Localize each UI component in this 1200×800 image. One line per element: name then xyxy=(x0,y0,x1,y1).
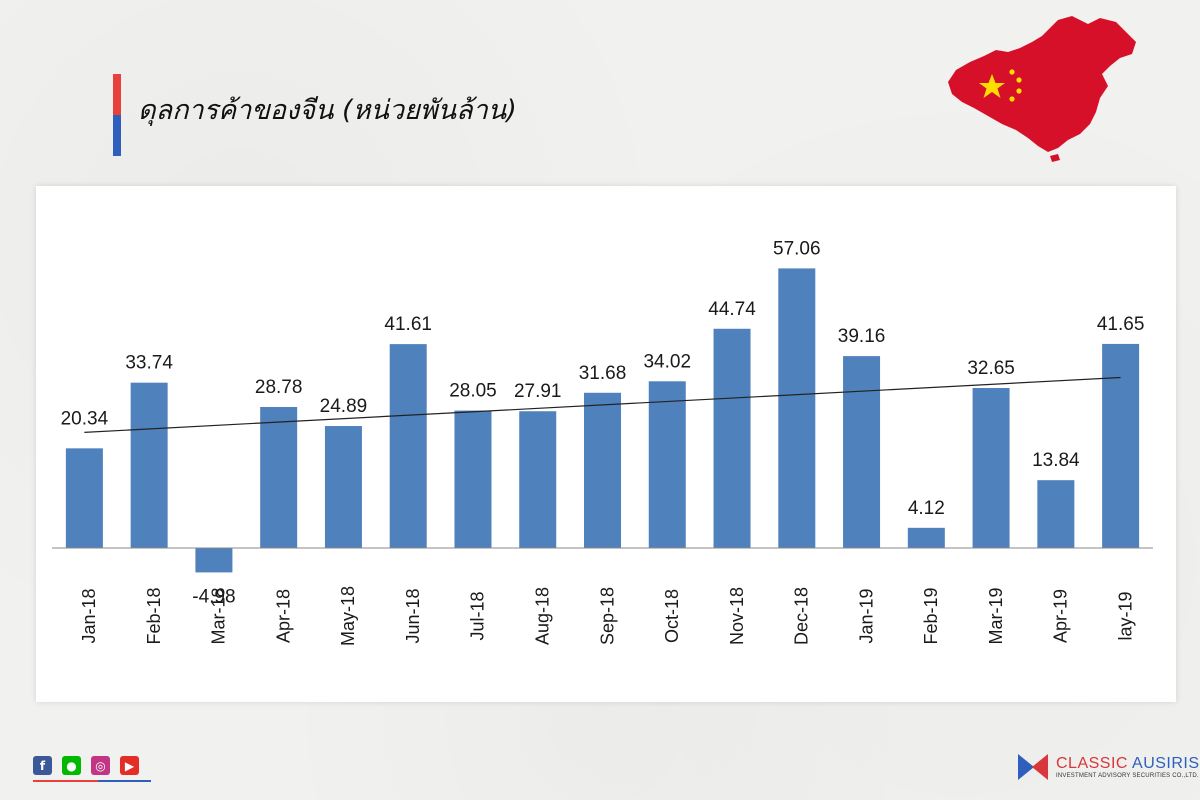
data-label: 39.16 xyxy=(838,326,886,347)
line-icon[interactable]: ● xyxy=(62,756,81,775)
x-tick-label: lay-19 xyxy=(1115,591,1135,640)
data-label: 41.61 xyxy=(384,314,432,335)
bar-Mar-19 xyxy=(972,388,1010,548)
small-star-icon xyxy=(1009,96,1015,102)
x-tick-label: Jul-18 xyxy=(468,591,488,640)
social-links: f ● ◎ ▶ xyxy=(33,756,151,782)
instagram-icon[interactable]: ◎ xyxy=(91,756,110,775)
x-tick-label: May-18 xyxy=(338,586,358,646)
small-star-icon xyxy=(1009,69,1015,75)
bar-Apr-19 xyxy=(1037,480,1075,548)
page-title: ดุลการค้าของจีน (หน่วยพันล้าน) xyxy=(138,95,517,126)
data-label: 41.65 xyxy=(1097,314,1145,335)
bar-Jun-18 xyxy=(389,344,427,548)
data-label: 31.68 xyxy=(579,363,627,384)
data-label: 28.78 xyxy=(255,377,303,398)
x-tick-label: Aug-18 xyxy=(532,587,552,645)
x-tick-label: Apr-18 xyxy=(273,589,293,643)
bar-Dec-18 xyxy=(778,268,816,548)
small-star-icon xyxy=(1016,77,1022,83)
bar-Apr-18 xyxy=(260,406,298,548)
youtube-icon[interactable]: ▶ xyxy=(120,756,139,775)
bar-May-18 xyxy=(324,426,362,548)
data-label: 34.02 xyxy=(643,351,691,372)
trendline xyxy=(84,376,1121,433)
x-tick-label: Oct-18 xyxy=(662,589,682,643)
data-label: 44.74 xyxy=(708,299,756,320)
data-label: 27.91 xyxy=(514,381,562,402)
chart-panel: 20.34 33.74 -4.98 28.78 24.89 41.61 28.05 27.91… xyxy=(36,186,1176,702)
brand-name: CLASSIC AUSIRIS xyxy=(1056,755,1200,773)
china-flag-map-icon xyxy=(948,16,1136,162)
data-label: 32.65 xyxy=(967,358,1015,379)
brand-tagline: INVESTMENT ADVISORY SECURITIES CO.,LTD. xyxy=(1056,773,1199,779)
data-label: 13.84 xyxy=(1032,450,1080,471)
brand-logo-block: CLASSIC AUSIRIS INVESTMENT ADVISORY SECU… xyxy=(1016,750,1200,784)
bar-Jan-19 xyxy=(843,356,881,548)
brand-name-part1: CLASSIC xyxy=(1056,755,1128,772)
x-tick-label: Feb-19 xyxy=(921,587,941,644)
title-accent-bar xyxy=(113,74,121,156)
x-tick-label: Mar-19 xyxy=(986,587,1006,644)
bar-lay-19 xyxy=(1102,343,1140,548)
social-divider xyxy=(33,780,151,782)
data-label: 33.74 xyxy=(125,353,173,374)
x-tick-label: Feb-18 xyxy=(144,587,164,644)
x-tick-label: Nov-18 xyxy=(727,587,747,645)
x-tick-label: Jan-18 xyxy=(79,588,99,643)
bar-Feb-19 xyxy=(907,527,945,548)
x-tick-label: Jan-19 xyxy=(856,588,876,643)
data-label: 57.06 xyxy=(773,238,821,259)
bar-Oct-18 xyxy=(648,381,686,548)
bar-Jul-18 xyxy=(454,410,492,548)
facebook-icon[interactable]: f xyxy=(33,756,52,775)
bar-Jan-18 xyxy=(65,448,103,548)
x-tick-label: Dec-18 xyxy=(792,587,812,645)
data-label: 24.89 xyxy=(320,396,368,417)
data-label: 4.12 xyxy=(908,498,945,519)
bar-Aug-18 xyxy=(519,411,557,548)
bar-Feb-18 xyxy=(130,382,168,548)
large-star-icon xyxy=(979,74,1005,98)
bar-Sep-18 xyxy=(584,392,621,548)
x-tick-label: Mar-18 xyxy=(209,587,229,644)
china-map-shape xyxy=(948,16,1136,152)
x-tick-label: Apr-19 xyxy=(1051,589,1071,643)
small-star-icon xyxy=(1016,88,1022,94)
brand-logo-icon xyxy=(1018,754,1048,780)
data-label: 28.05 xyxy=(449,381,497,402)
trade-balance-bar-chart: 20.34 33.74 -4.98 28.78 24.89 41.61 28.05 27.91… xyxy=(52,238,1153,646)
bar-Mar-18 xyxy=(195,548,233,573)
bar-Nov-18 xyxy=(713,328,751,548)
brand-name-part2: AUSIRIS xyxy=(1132,755,1200,772)
x-tick-label: Sep-18 xyxy=(597,587,617,645)
hainan-island-shape xyxy=(1050,154,1060,162)
data-label: 20.34 xyxy=(61,408,109,429)
x-tick-label: Jun-18 xyxy=(403,588,423,643)
data-label: -4.98 xyxy=(192,586,235,607)
